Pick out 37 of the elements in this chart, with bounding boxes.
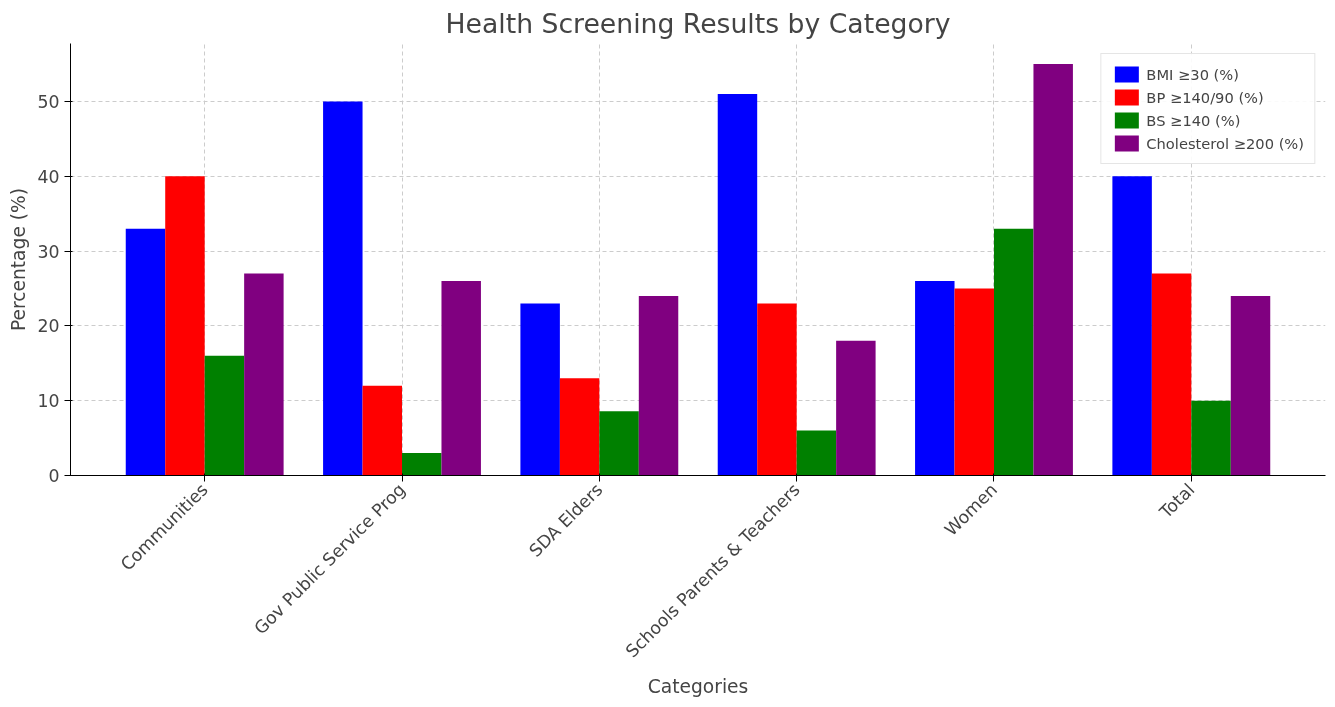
bar <box>796 430 837 476</box>
bar <box>1033 64 1073 476</box>
bar <box>244 273 284 476</box>
chart-title: Health Screening Results by Category <box>445 7 951 39</box>
bar <box>441 281 481 476</box>
y-tick-label: 30 <box>37 241 60 262</box>
bar <box>836 340 876 476</box>
x-axis-title: Categories <box>647 676 749 698</box>
bar <box>165 176 205 476</box>
legend-label: BS ≥140 (%) <box>1146 111 1241 129</box>
legend-label: BMI ≥30 (%) <box>1146 65 1239 83</box>
bar <box>402 453 442 476</box>
bar <box>638 295 679 476</box>
y-tick-label: 40 <box>37 166 60 187</box>
bar <box>993 228 1034 476</box>
legend-label: BP ≥140/90 (%) <box>1146 88 1264 106</box>
bar <box>323 101 363 476</box>
bar <box>954 288 994 476</box>
bar <box>599 411 639 476</box>
legend-label: Cholesterol ≥200 (%) <box>1146 134 1304 152</box>
bar <box>559 378 600 476</box>
bar <box>1112 176 1152 476</box>
y-tick-label: 50 <box>37 91 60 112</box>
bar <box>717 93 758 476</box>
bar <box>1230 295 1271 476</box>
y-tick-label: 0 <box>48 466 60 486</box>
bar <box>915 281 955 476</box>
bar <box>520 303 560 476</box>
y-tick-label: 20 <box>37 316 60 337</box>
bar <box>757 303 797 476</box>
bar <box>362 385 403 476</box>
bar <box>1191 400 1231 476</box>
bar <box>125 228 166 476</box>
y-tick-label: 10 <box>37 391 60 412</box>
bar <box>1151 273 1192 476</box>
bar <box>204 355 245 476</box>
y-axis-title: Percentage (%) <box>8 187 30 332</box>
